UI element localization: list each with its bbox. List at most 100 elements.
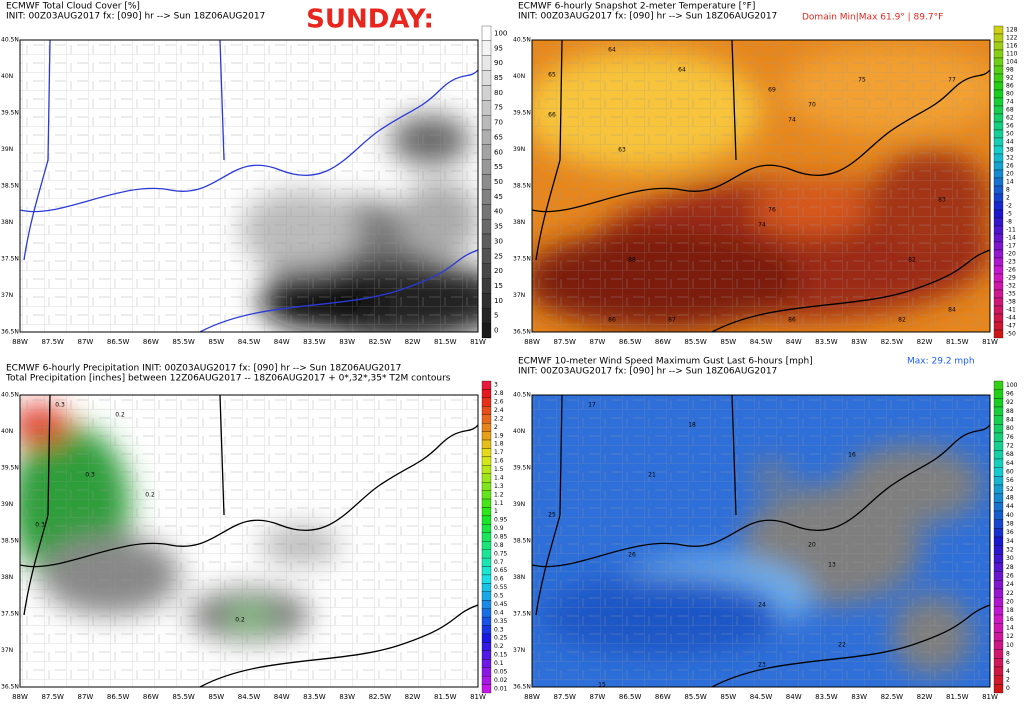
lon-label: 85W <box>720 693 736 701</box>
colorbar-swatch <box>481 100 492 116</box>
colorbar-label: 0.85 <box>494 534 508 541</box>
headline: SUNDAY: <box>306 5 434 35</box>
lat-label: 37N <box>1 647 13 654</box>
colorbar-swatch <box>481 308 492 324</box>
panel-title: ECMWF Total Cloud Cover [%] <box>6 2 140 12</box>
panel-title: ECMWF 6-hourly Precipitation INIT: 00Z03… <box>6 364 401 374</box>
lon-label: 86W <box>655 693 671 701</box>
state-border <box>535 40 563 261</box>
colorbar-label: 30 <box>1006 555 1014 562</box>
colorbar-swatch <box>993 81 1004 91</box>
colorbar-label: -2 <box>1006 203 1012 210</box>
colorbar-swatch <box>993 571 1004 581</box>
map-value-label: 15 <box>598 682 606 689</box>
colorbar-swatch <box>993 217 1004 227</box>
colorbar-label: 1.4 <box>494 474 504 481</box>
colorbar-label: 116 <box>1006 43 1018 50</box>
colorbar-swatch <box>481 70 492 86</box>
colorbar-swatch <box>993 623 1004 633</box>
colorbar-swatch <box>481 616 492 626</box>
panel-subtitle: INIT: 00Z03AUG2017 fx: [090] hr --> Sun … <box>518 12 777 22</box>
colorbar-swatch <box>481 557 492 567</box>
colorbar-label: 65 <box>494 133 503 141</box>
map-panel: ECMWF 10-meter Wind Speed Maximum Gust L… <box>513 357 1018 702</box>
colorbar-label: 5 <box>494 312 498 320</box>
colorbar-label: 52 <box>1006 486 1014 493</box>
colorbar-swatch <box>993 273 1004 283</box>
colorbar-label: 56 <box>1006 123 1014 130</box>
colorbar-label: 86 <box>1006 83 1014 90</box>
map-value-label: 16 <box>848 452 856 459</box>
panel-subtitle: Total Precipitation [inches] between 12Z… <box>5 374 451 384</box>
colorbar-label: 122 <box>1006 35 1018 42</box>
colorbar-swatch <box>481 414 492 424</box>
lat-label: 40N <box>1 428 13 435</box>
colorbar-swatch <box>993 193 1004 203</box>
colorbar-label: 1.9 <box>494 432 504 439</box>
colorbar-swatch <box>993 121 1004 131</box>
colorbar-label: 2.2 <box>494 415 504 422</box>
colorbar-swatch <box>993 649 1004 659</box>
lat-label: 39.5N <box>1 465 19 472</box>
colorbar-swatch <box>481 659 492 668</box>
colorbar-swatch <box>993 432 1004 442</box>
colorbar-swatch <box>993 528 1004 538</box>
map-value-label: 77 <box>948 77 956 84</box>
map-panel: ECMWF 6-hourly Snapshot 2-meter Temperat… <box>513 2 1018 347</box>
lat-label: 37N <box>1 292 13 299</box>
colorbar-label: 36 <box>1006 529 1014 536</box>
colorbar-swatch <box>481 159 492 175</box>
colorbar-swatch <box>481 465 492 474</box>
colorbar-swatch <box>993 467 1004 477</box>
map-value-label: 0.3 <box>85 472 95 479</box>
colorbar-label: 98 <box>1006 67 1014 74</box>
lon-label: 82W <box>405 693 421 701</box>
colorbar-label: 92 <box>1006 399 1014 406</box>
colorbar-swatch <box>481 144 492 160</box>
colorbar-label: 2 <box>1006 677 1010 684</box>
colorbar-label: -32 <box>1006 283 1016 290</box>
colorbar-swatch <box>993 313 1004 323</box>
colorbar-swatch <box>993 389 1004 399</box>
lon-label: 84.5W <box>238 338 261 346</box>
lat-label: 38.5N <box>1 538 19 545</box>
map-value-label: 23 <box>758 662 766 669</box>
map-value-label: 88 <box>628 257 636 264</box>
map-value-label: 18 <box>688 422 696 429</box>
lon-label: 81W <box>982 338 998 346</box>
map-value-label: 82 <box>908 257 916 264</box>
lon-label: 81.5W <box>946 338 969 346</box>
colorbar-swatch <box>481 25 492 42</box>
colorbar-swatch <box>993 502 1004 512</box>
colorbar-label: 20 <box>494 267 503 275</box>
lat-label: 36.5N <box>1 329 19 336</box>
colorbar-swatch <box>993 89 1004 99</box>
colorbar-swatch <box>993 113 1004 123</box>
map-value-label: 22 <box>838 642 846 649</box>
colorbar-label: -35 <box>1006 291 1016 298</box>
colorbar-swatch <box>481 397 492 407</box>
colorbar-label: 50 <box>1006 131 1014 138</box>
map-value-label: 24 <box>758 602 766 609</box>
lon-label: 85.5W <box>684 338 707 346</box>
lon-label: 85.5W <box>172 693 195 701</box>
colorbar-label: 10 <box>494 297 503 305</box>
map-value-label: 20 <box>808 542 816 549</box>
lon-label: 84.5W <box>750 338 773 346</box>
colorbar-swatch <box>481 448 492 458</box>
state-border <box>532 424 990 568</box>
colorbar-swatch <box>993 554 1004 564</box>
colorbar-swatch <box>481 650 492 660</box>
state-border <box>219 40 225 161</box>
colorbar-swatch <box>993 25 1004 35</box>
colorbar-swatch <box>993 321 1004 331</box>
colorbar-label: 32 <box>1006 547 1014 554</box>
lat-label: 40.5N <box>513 392 531 399</box>
colorbar-swatch <box>481 456 492 466</box>
colorbar-label: 2 <box>1006 195 1010 202</box>
colorbar-swatch <box>481 431 492 441</box>
map-frame <box>531 39 991 333</box>
colorbar-swatch <box>993 161 1004 171</box>
map-value-label: 64 <box>608 47 616 54</box>
colorbar-label: 2.6 <box>494 399 504 406</box>
